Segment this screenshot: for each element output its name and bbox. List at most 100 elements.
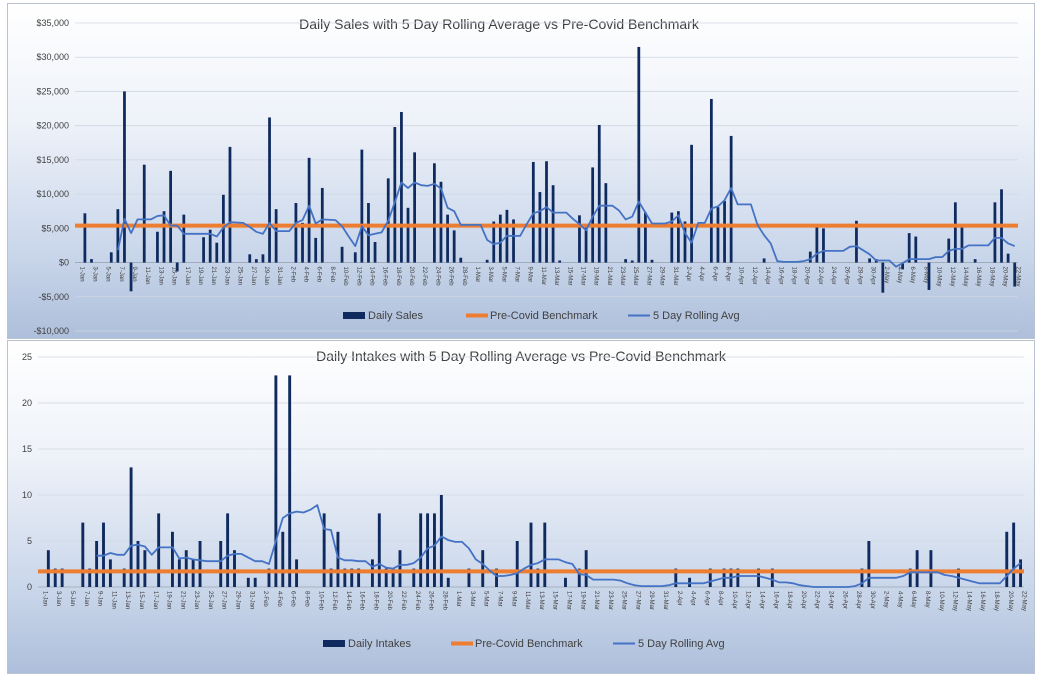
x-tick-label: 30-Apr [869, 591, 875, 609]
x-tick-label: 21-Mar [593, 591, 599, 610]
bar-2-apr [683, 221, 687, 263]
bar-20-may [1005, 531, 1009, 587]
x-tick-label: 5-Mar [483, 591, 489, 607]
bar-6-jan [109, 252, 113, 263]
x-tick-label: 31-Mar [672, 267, 678, 286]
bar-15-jan [169, 170, 173, 263]
bar-27-mar [644, 212, 647, 263]
x-tick-label: 29-Jan [263, 267, 269, 285]
bar-14-may [960, 224, 964, 263]
y-tick-label: -$10,000 [33, 326, 69, 336]
x-tick-label: 23-Jan [193, 591, 199, 609]
bar-5-feb [307, 157, 311, 263]
legend-swatch-daily-sales [343, 312, 365, 319]
bar-13-feb [360, 149, 364, 263]
bar-10-mar [531, 161, 535, 263]
bar-2-apr [674, 568, 678, 587]
bar-24-feb [433, 163, 436, 263]
bar-14-jan [129, 467, 133, 587]
bar-1-apr [677, 211, 680, 263]
intakes-legend: Daily Intakes Pre-Covid Benchmark 5 Day … [323, 638, 725, 650]
bar-12-feb [329, 568, 333, 587]
bar-21-mar [604, 183, 608, 263]
legend-label-benchmark: Pre-Covid Benchmark [490, 310, 598, 322]
bar-5-mar [498, 214, 502, 263]
x-tick-label: 10-Apr [731, 591, 737, 609]
y-tick-label: $35,000 [36, 18, 69, 28]
bar-9-jan [95, 541, 99, 587]
bar-3-apr [690, 144, 693, 263]
bar-6-may [908, 568, 912, 587]
bar-25-feb [439, 181, 443, 263]
bar-16-apr [770, 568, 774, 587]
bar-28-mar [650, 259, 654, 263]
bar-4-jan [60, 568, 64, 587]
bar-16-jan [175, 262, 179, 272]
bar-27-jan [219, 541, 223, 587]
x-tick-label: 29-Jan [235, 591, 241, 609]
sales-chart-svg: Daily Sales with 5 Day Rolling Average v… [33, 16, 1020, 336]
bar-18-feb [393, 127, 397, 263]
x-tick-label: 20-May [1007, 591, 1013, 611]
y-tick-label: -$5,000 [38, 292, 69, 302]
x-tick-label: 4-Feb [276, 591, 282, 607]
x-tick-label: 18-Apr [790, 267, 796, 285]
x-tick-label: 15-Jan [138, 591, 144, 609]
x-tick-label: 6-Apr [711, 267, 717, 282]
x-tick-label: 17-Mar [579, 267, 585, 286]
bar-14-apr [762, 258, 766, 263]
x-tick-label: 26-Apr [841, 591, 847, 609]
x-tick-label: 3-Mar [469, 591, 475, 607]
bar-8-jan [88, 568, 92, 587]
x-tick-label: 8-Apr [717, 591, 723, 606]
x-tick-label: 19-Mar [579, 591, 585, 610]
x-tick-label: 28-Feb [441, 591, 447, 611]
y-tick-label: $30,000 [36, 52, 69, 62]
x-tick-label: 18-May [988, 267, 994, 287]
x-tick-label: 10-Apr [738, 267, 744, 285]
bar-13-mar [536, 568, 540, 587]
x-tick-label: 17-Jan [152, 591, 158, 609]
x-tick-label: 9-Mar [510, 591, 516, 607]
intakes-chart-panel: Daily Intakes with 5 Day Rolling Average… [7, 340, 1035, 674]
bar-19-feb [377, 513, 381, 587]
bar-28-feb [459, 257, 463, 263]
x-tick-label: 9-Jan [97, 591, 103, 606]
x-tick-label: 21-Jan [210, 267, 216, 285]
x-tick-label: 6-Feb [316, 267, 322, 283]
bar-18-mar [584, 227, 588, 263]
x-tick-label: 26-Feb [448, 267, 454, 287]
x-tick-label: 14-Feb [368, 267, 374, 287]
x-tick-label: 15-Mar [566, 267, 572, 286]
bar-3-feb [267, 568, 271, 587]
bar-16-jan [143, 550, 147, 587]
bar-2-jan [83, 213, 87, 263]
x-tick-label: 4-May [896, 591, 902, 608]
x-tick-label: 25-Mar [632, 267, 638, 286]
x-tick-label: 26-Feb [428, 591, 434, 611]
x-tick-label: 3-Mar [487, 267, 493, 283]
bar-21-apr [808, 251, 812, 263]
bar-14-feb [367, 203, 370, 263]
sales-legend: Daily Sales Pre-Covid Benchmark 5 Day Ro… [343, 310, 740, 322]
x-tick-label: 19-Jan [166, 591, 172, 609]
x-tick-label: 16-May [979, 591, 985, 611]
bar-3-jan [53, 568, 57, 587]
sales-chart-panel: Daily Sales with 5 Day Rolling Average v… [7, 3, 1035, 339]
x-tick-label: 7-Jan [118, 267, 124, 282]
bar-20-jan [202, 237, 205, 263]
bar-15-feb [350, 568, 354, 587]
x-tick-label: 24-Feb [434, 267, 440, 287]
x-tick-label: 12-Apr [751, 267, 757, 285]
bar-15-feb [373, 242, 377, 263]
x-tick-label: 4-Apr [698, 267, 704, 282]
bar-22-may [1013, 262, 1017, 287]
x-tick-label: 23-Jan [223, 267, 229, 285]
x-tick-label: 28-Feb [461, 267, 467, 287]
bar-13-jan [156, 231, 159, 263]
bar-19-feb [400, 111, 403, 263]
bar-3-mar [485, 259, 489, 263]
legend-label-rolling: 5 Day Rolling Avg [638, 638, 725, 650]
bar-28-apr [855, 220, 858, 263]
x-tick-label: 26-Apr [843, 267, 849, 285]
